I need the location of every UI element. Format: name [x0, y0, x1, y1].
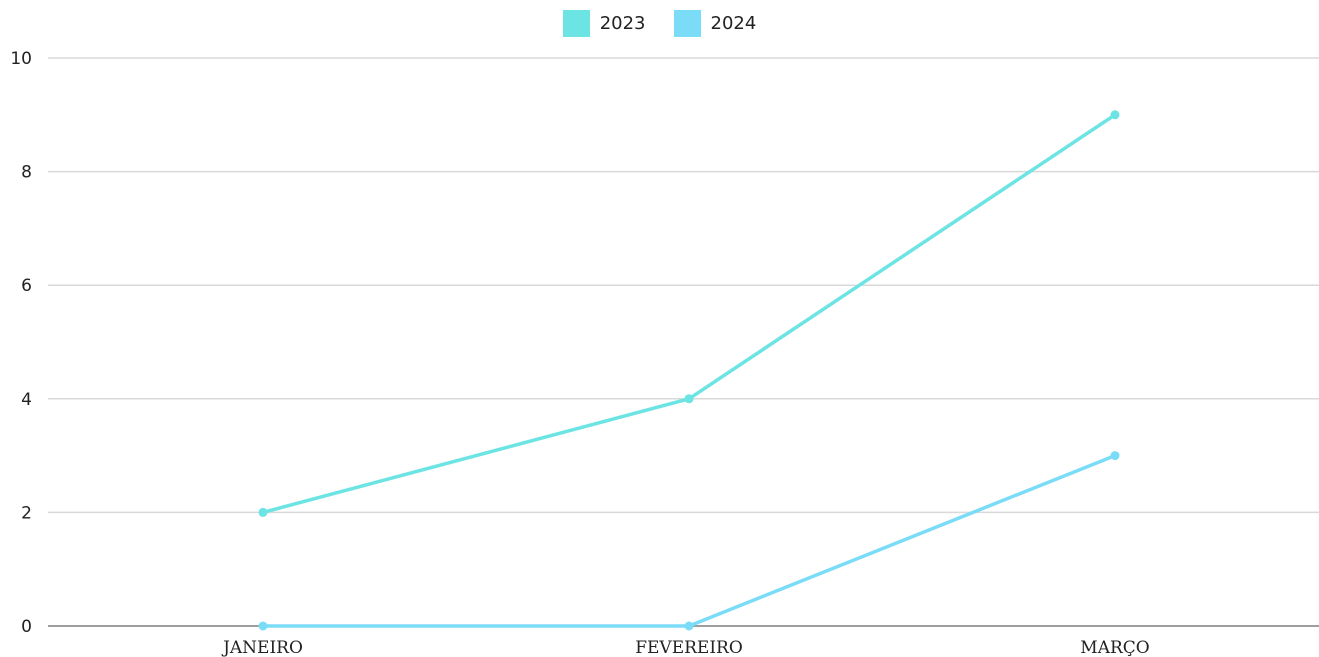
- grid-lines: [48, 57, 1319, 514]
- series-lines: [258, 110, 1120, 631]
- y-tick-label-10: 10: [10, 49, 32, 69]
- y-tick-label-8: 8: [21, 163, 32, 183]
- y-tick-label-2: 2: [21, 503, 32, 523]
- y-tick-label-4: 4: [21, 390, 32, 410]
- legend-label-2023: 2023: [599, 13, 646, 34]
- data-point-2024-2: [1110, 451, 1120, 461]
- legend-swatch-2024: [673, 10, 701, 37]
- legend-item-2023[interactable]: 2023: [562, 10, 646, 37]
- y-tick-label-0: 0: [21, 617, 32, 637]
- legend-swatch-2023: [562, 10, 590, 37]
- tick-labels: 0 2 4 6 8 10 JANEIRO FEVEREIRO MARÇO: [10, 49, 1149, 657]
- legend-item-2024[interactable]: 2024: [673, 10, 757, 37]
- x-tick-label-0: JANEIRO: [221, 638, 303, 657]
- x-tick-label-2: MARÇO: [1080, 638, 1149, 657]
- series-line-2023: [261, 113, 1117, 515]
- y-tick-label-6: 6: [21, 276, 32, 296]
- data-point-2023-2: [1110, 110, 1120, 120]
- data-point-2023-0: [258, 507, 268, 517]
- data-point-2024-0: [258, 621, 268, 631]
- x-tick-label-1: FEVEREIRO: [635, 638, 743, 657]
- data-point-2023-1: [684, 394, 694, 404]
- legend-label-2024: 2024: [710, 13, 757, 34]
- series-line-2024: [261, 453, 1117, 628]
- chart-legend: 2023 2024: [0, 10, 1319, 37]
- data-point-2024-1: [684, 621, 694, 631]
